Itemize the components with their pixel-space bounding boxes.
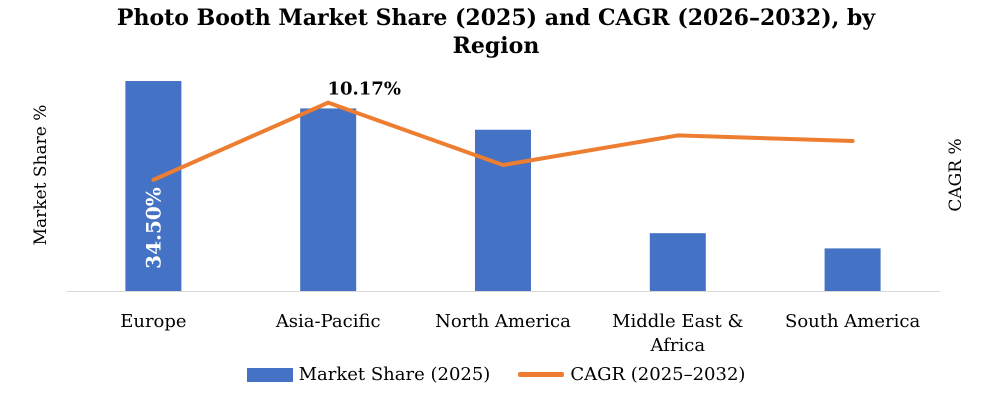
cagr-point-2 <box>501 163 505 167</box>
bar-4 <box>824 248 881 291</box>
cagr-point-3 <box>676 133 680 137</box>
legend-label-cagr: CAGR (2025–2032) <box>570 364 746 385</box>
data-label-cagr-1: 10.17% <box>327 79 400 100</box>
cagr-point-4 <box>851 139 855 143</box>
legend-label-market-share: Market Share (2025) <box>298 364 491 385</box>
bar-2 <box>475 129 531 291</box>
legend-swatch-cagr <box>518 372 565 377</box>
bar-1 <box>300 108 357 291</box>
chart-title-line-2: Region <box>452 33 540 59</box>
x-tick-label-4: South America <box>785 311 920 332</box>
x-tick-label-2: North America <box>435 311 571 332</box>
x-tick-label-0: Europe <box>120 311 186 332</box>
data-label-bar-0: 34.50% <box>141 187 165 269</box>
cagr-point-0 <box>151 178 155 182</box>
legend-item-cagr: CAGR (2025–2032) <box>518 364 745 385</box>
cagr-point-1 <box>326 101 330 105</box>
legend: Market Share (2025) CAGR (2025–2032) <box>0 364 992 385</box>
legend-swatch-market-share <box>246 367 293 382</box>
chart-title-line-1: Photo Booth Market Share (2025) and CAGR… <box>116 5 876 31</box>
bar-3 <box>649 233 706 291</box>
x-tick-label-1: Asia-Pacific <box>275 311 381 332</box>
legend-item-market-share: Market Share (2025) <box>246 364 491 385</box>
chart-title: Photo Booth Market Share (2025) and CAGR… <box>0 4 992 60</box>
x-tick-label-3: Middle East & Africa <box>612 311 743 356</box>
bar-0 <box>125 81 182 292</box>
